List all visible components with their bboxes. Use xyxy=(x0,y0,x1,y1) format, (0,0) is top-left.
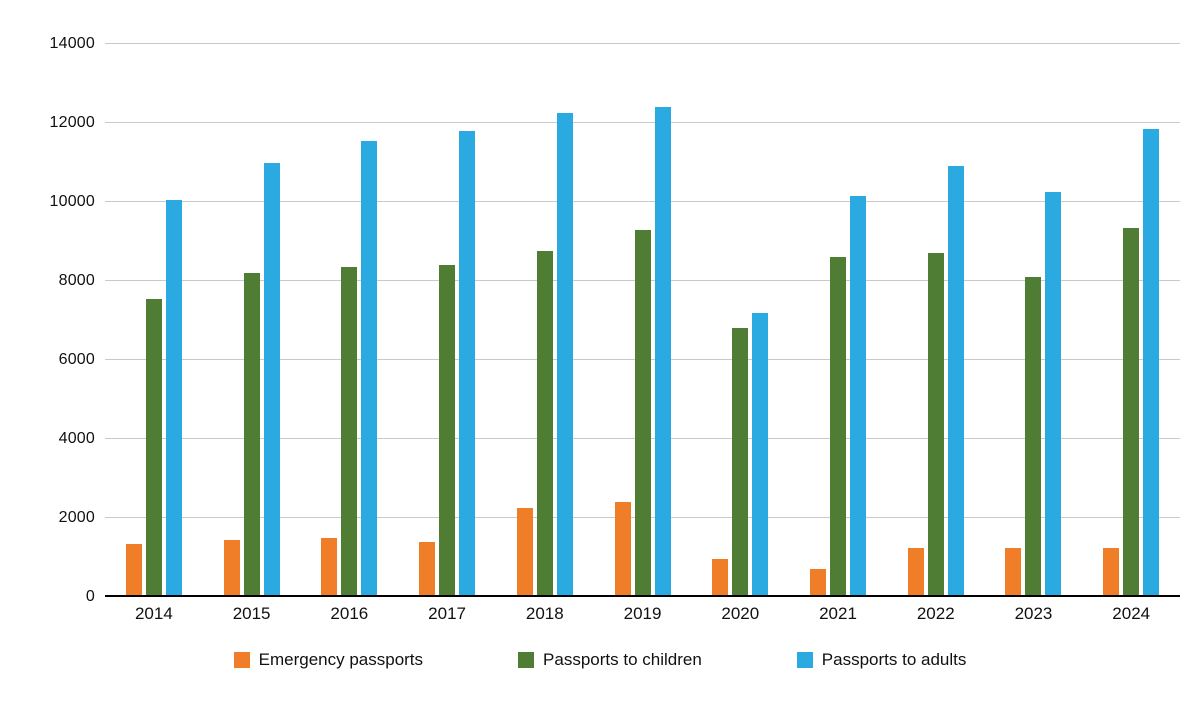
bar-passports-to-children-2020 xyxy=(732,328,749,597)
bar-emergency-passports-2016 xyxy=(321,537,338,597)
y-axis: 0 2000 4000 6000 8000 10000 12000 14000 xyxy=(0,35,95,605)
x-axis-label-2019: 2019 xyxy=(623,604,662,623)
bar-passports-to-children-2021 xyxy=(830,257,846,597)
x-axis-label-2018: 2018 xyxy=(525,604,564,623)
legend-item-passports-to-children: Passports to children xyxy=(518,650,702,670)
x-axis: 2014 2015 2016 2017 2018 2019 2020 2021 2022 2023… xyxy=(105,604,1180,624)
legend-item-emergency-passports: Emergency passports xyxy=(233,650,424,670)
bar-group-2016 xyxy=(300,44,398,597)
legend-item-passports-to-adults: Passports to adults xyxy=(796,650,967,670)
gridline-14000 xyxy=(105,43,1180,44)
bar-group-2023 xyxy=(985,44,1083,597)
bar-emergency-passports-2024 xyxy=(1103,547,1120,597)
bar-passports-to-children-2018 xyxy=(536,251,553,597)
bar-passports-to-adults-2020 xyxy=(752,312,769,597)
bar-group-2018 xyxy=(496,44,594,597)
x-axis-label-2023: 2023 xyxy=(1014,604,1053,623)
y-axis-label-10000: 10000 xyxy=(49,193,95,210)
bar-passports-to-adults-2024 xyxy=(1143,128,1160,597)
bar-passports-to-adults-2022 xyxy=(947,166,964,597)
y-axis-label-6000: 6000 xyxy=(58,351,95,368)
bar-emergency-passports-2018 xyxy=(516,508,533,597)
bar-passports-to-adults-2023 xyxy=(1045,192,1062,597)
x-axis-label-2022: 2022 xyxy=(916,604,955,623)
bar-passports-to-adults-2014 xyxy=(165,200,182,597)
bar-emergency-passports-2017 xyxy=(419,541,436,597)
bar-emergency-passports-2014 xyxy=(125,543,142,597)
bar-emergency-passports-2022 xyxy=(907,547,924,597)
x-axis-label-2024: 2024 xyxy=(1112,604,1151,623)
bar-passports-to-children-2014 xyxy=(145,298,162,597)
bar-passports-to-children-2016 xyxy=(341,267,358,597)
bar-passports-to-adults-2015 xyxy=(263,162,280,597)
legend-label: Passports to children xyxy=(543,650,702,669)
bar-passports-to-adults-2019 xyxy=(654,107,671,597)
bar-group-2017 xyxy=(398,44,496,597)
x-axis-label-2014: 2014 xyxy=(134,604,173,623)
bar-emergency-passports-2015 xyxy=(223,539,240,597)
plot-area xyxy=(105,43,1180,597)
y-axis-label-4000: 4000 xyxy=(58,430,95,447)
x-axis-label-2015: 2015 xyxy=(232,604,271,623)
bar-group-2019 xyxy=(594,44,692,597)
bar-passports-to-adults-2017 xyxy=(459,130,476,597)
bar-group-2024 xyxy=(1082,44,1180,597)
bar-emergency-passports-2021 xyxy=(810,569,826,597)
legend-swatch-icon xyxy=(233,652,250,668)
bar-emergency-passports-2023 xyxy=(1005,547,1022,597)
gridline-10000 xyxy=(105,201,1180,202)
y-axis-label-0: 0 xyxy=(85,588,95,605)
legend-label: Emergency passports xyxy=(258,650,424,669)
bar-passports-to-children-2015 xyxy=(243,273,260,597)
bar-group-2020 xyxy=(691,44,789,597)
bar-passports-to-adults-2021 xyxy=(850,196,866,597)
bar-passports-to-children-2024 xyxy=(1123,227,1140,597)
x-axis-label-2021: 2021 xyxy=(819,604,857,623)
y-axis-label-14000: 14000 xyxy=(49,35,95,52)
legend: Emergency passports Passports to children… xyxy=(0,650,1200,670)
legend-swatch-icon xyxy=(518,652,535,668)
y-axis-label-8000: 8000 xyxy=(58,272,95,289)
bar-group-2014 xyxy=(105,44,203,597)
bar-group-2022 xyxy=(887,44,985,597)
x-axis-baseline xyxy=(105,595,1180,597)
bar-group-2015 xyxy=(203,44,301,597)
bar-emergency-passports-2019 xyxy=(614,502,631,597)
bar-passports-to-children-2022 xyxy=(927,253,944,597)
bar-passports-to-children-2023 xyxy=(1025,277,1042,597)
legend-label: Passports to adults xyxy=(821,650,967,669)
y-axis-label-12000: 12000 xyxy=(49,114,95,131)
gridline-12000 xyxy=(105,122,1180,123)
legend-swatch-icon xyxy=(796,652,813,668)
x-axis-label-2017: 2017 xyxy=(428,604,466,623)
x-axis-label-2016: 2016 xyxy=(330,604,369,623)
y-axis-label-2000: 2000 xyxy=(58,509,95,526)
bar-passports-to-adults-2018 xyxy=(556,113,573,597)
bar-passports-to-children-2019 xyxy=(634,229,651,597)
bar-emergency-passports-2020 xyxy=(712,559,729,597)
bar-passports-to-adults-2016 xyxy=(361,140,378,597)
x-axis-label-2020: 2020 xyxy=(721,604,760,623)
bar-groups xyxy=(105,44,1180,597)
bar-group-2021 xyxy=(789,44,887,597)
bar-passports-to-children-2017 xyxy=(439,265,456,597)
